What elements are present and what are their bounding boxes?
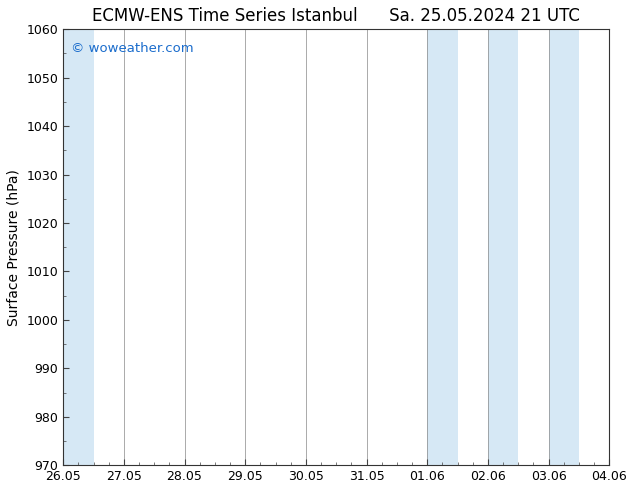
Title: ECMW-ENS Time Series Istanbul      Sa. 25.05.2024 21 UTC: ECMW-ENS Time Series Istanbul Sa. 25.05.… (93, 7, 580, 25)
Bar (427, 29, 458, 465)
Bar (548, 29, 579, 465)
Bar (63, 29, 94, 465)
Bar (609, 29, 634, 465)
Text: © woweather.com: © woweather.com (72, 42, 194, 55)
Bar (488, 29, 518, 465)
Y-axis label: Surface Pressure (hPa): Surface Pressure (hPa) (7, 169, 21, 326)
